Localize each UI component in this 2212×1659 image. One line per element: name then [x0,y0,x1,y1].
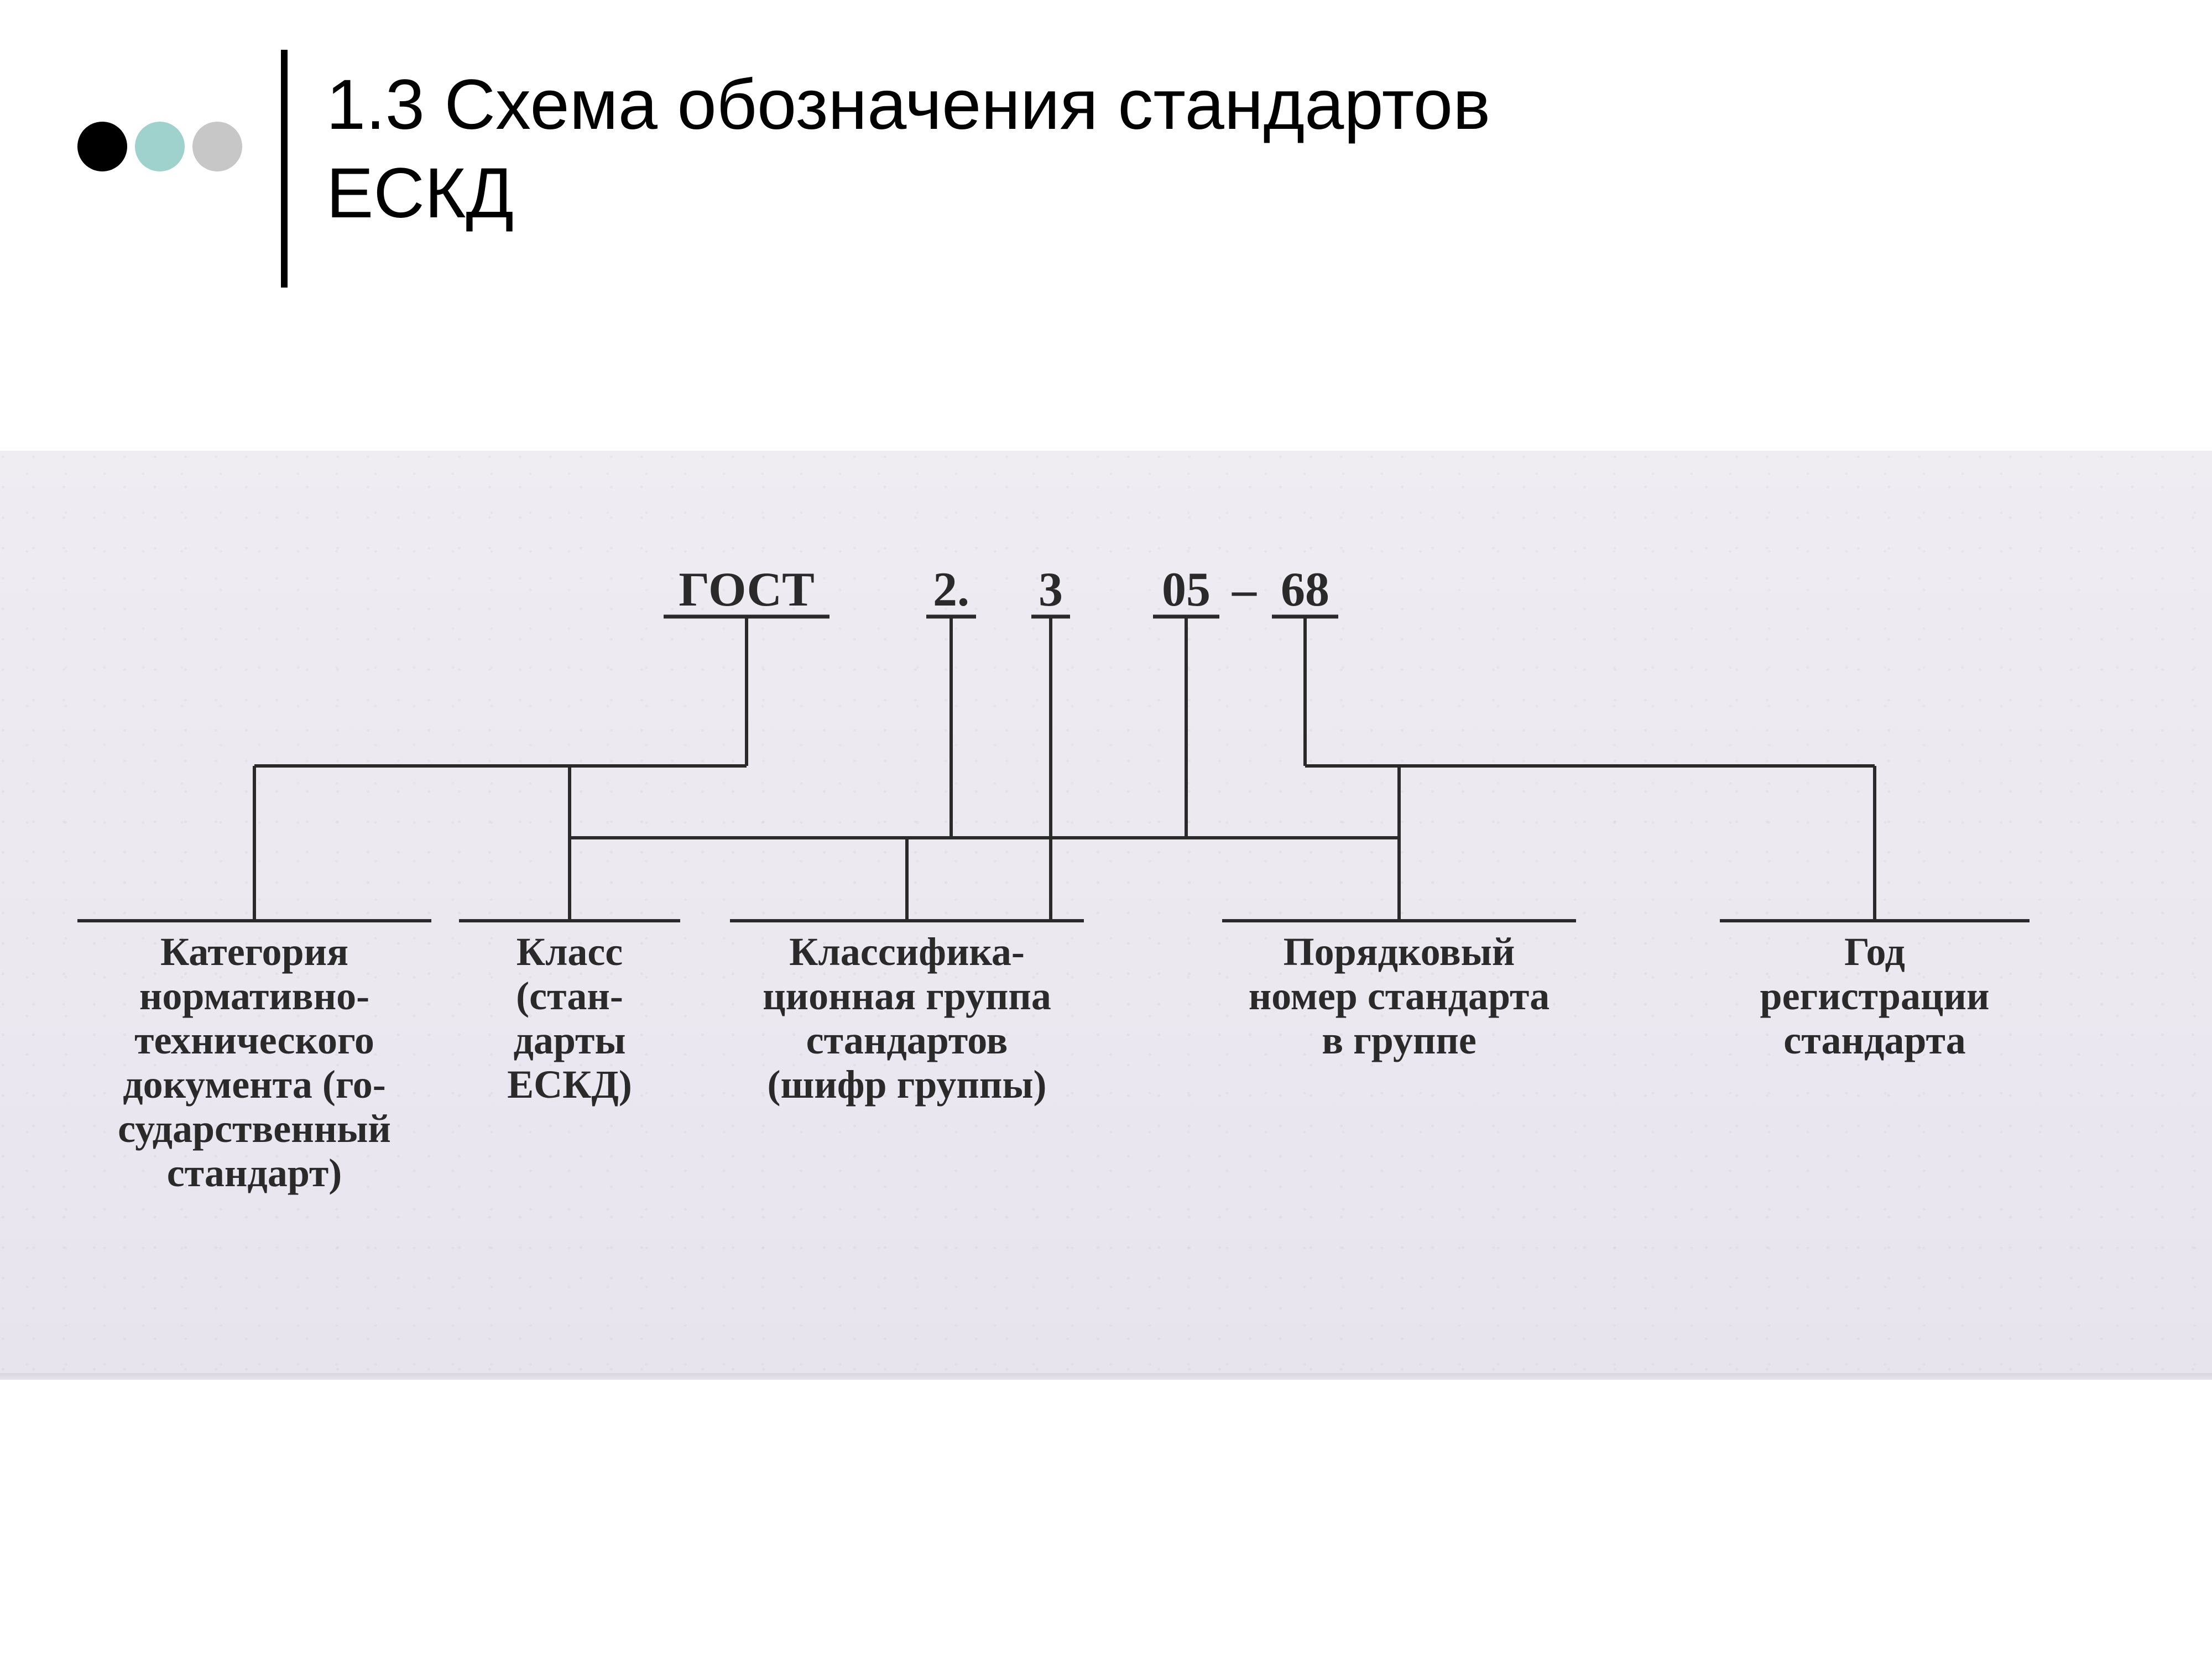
code-part-dash: – [1232,563,1257,617]
header-vertical-bar [281,50,288,288]
desc-text-yearbox: Год [1844,930,1905,974]
desc-text-group: стандартов [806,1018,1008,1062]
code-part-two: 2. [933,563,969,617]
desc-text-group: ционная группа [763,974,1051,1018]
desc-text-group: Классифика- [789,930,1025,974]
dot-icon [77,122,127,171]
code-part-gost: ГОСТ [679,563,815,617]
header-dots [77,122,242,171]
page-title: 1.3 Схема обозначения стандартов ЕСКД [326,50,1490,238]
code-part-year: 68 [1281,563,1329,617]
desc-text-class: дарты [513,1018,625,1062]
desc-text-cat: нормативно- [139,974,369,1018]
desc-text-cat: технического [134,1018,374,1062]
desc-text-cat: сударственный [118,1107,391,1151]
desc-text-cat: документа (го- [123,1062,386,1107]
desc-text-cat: Категория [160,930,348,974]
title-line: 1.3 Схема обозначения стандартов [326,61,1490,149]
desc-text-serial: номер стандарта [1249,974,1550,1018]
diagram-area: ГОСТ 2. 3 05–68 Категориянормативно-техничес… [0,451,2212,1380]
desc-text-group: (шифр группы) [767,1062,1046,1107]
desc-text-cat: стандарт) [167,1151,342,1195]
slide-header: 1.3 Схема обозначения стандартов ЕСКД [55,50,2157,293]
slide: 1.3 Схема обозначения стандартов ЕСКД ГО… [0,0,2212,1659]
desc-text-serial: Порядковый [1284,930,1515,974]
desc-text-class: ЕСКД) [507,1062,632,1107]
code-part-num: 05 [1162,563,1211,617]
code-part-three: 3 [1039,563,1063,617]
desc-text-class: (стан- [516,974,623,1018]
diagram-svg: ГОСТ 2. 3 05–68 Категориянормативно-техничес… [0,451,2212,1380]
desc-text-serial: в группе [1322,1018,1477,1062]
dot-icon [135,122,185,171]
diagram-border [0,1373,2212,1380]
dot-icon [192,122,242,171]
desc-text-yearbox: регистрации [1760,974,1990,1018]
desc-text-yearbox: стандарта [1783,1018,1965,1062]
title-line: ЕСКД [326,149,1490,238]
desc-text-class: Класс [517,930,623,974]
